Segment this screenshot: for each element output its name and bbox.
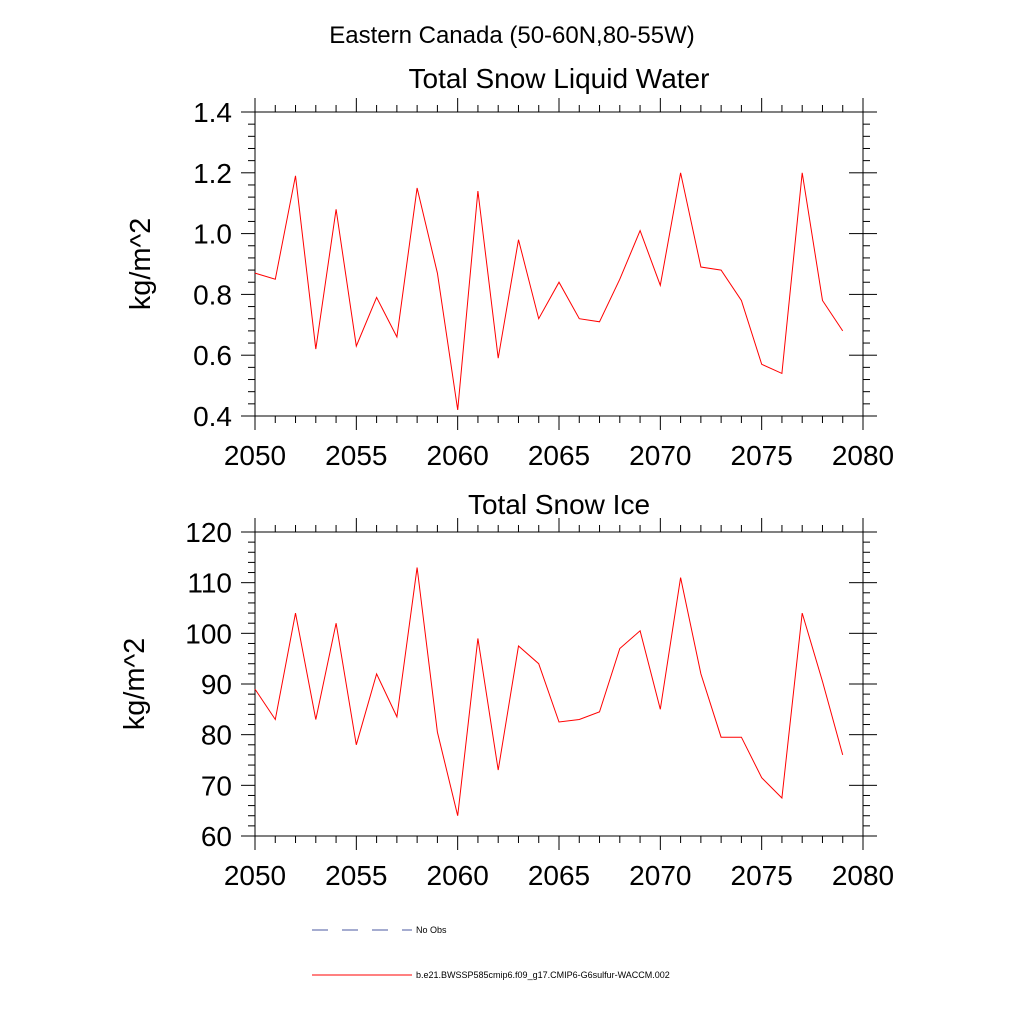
x-tick-label: 2050 — [224, 860, 286, 891]
y-axis-label-snow-ice: kg/m^2 — [119, 638, 151, 731]
series-line-snow-liquid-water — [254, 172, 844, 410]
axes-snow-ice: 2050 2055 2060 2065 2070 2075 2080 60 70 80 90 100 1… — [185, 517, 894, 891]
figure-title: Eastern Canada (50-60N,80-55W) — [329, 22, 695, 49]
x-tick-label: 2065 — [528, 860, 590, 891]
y-tick-label: 60 — [201, 821, 232, 852]
y-tick-label: 1.0 — [193, 219, 232, 250]
x-tick-label: 2055 — [325, 440, 387, 471]
y-tick-label: 70 — [201, 770, 232, 801]
plot-frame-snow-liquid-water — [254, 111, 864, 417]
legend: No Obs b.e21.BWSSP585cmip6.f09_g17.CMIP6… — [312, 925, 670, 980]
y-tick-label: 80 — [201, 720, 232, 751]
panel-snow-liquid-water: Total Snow Liquid Water 2050 2055 2060 2065… — [125, 63, 894, 471]
y-tick-label: 0.6 — [193, 340, 232, 371]
x-tick-label: 2055 — [325, 860, 387, 891]
x-tick-label: 2070 — [629, 440, 691, 471]
x-tick-label: 2075 — [731, 440, 793, 471]
x-tick-label: 2065 — [528, 440, 590, 471]
y-axis-label-snow-liquid-water: kg/m^2 — [125, 218, 157, 311]
panel-title-snow-ice: Total Snow Ice — [468, 489, 650, 520]
x-tick-label: 2080 — [832, 860, 894, 891]
series-line-snow-ice — [254, 567, 844, 816]
x-tick-label: 2070 — [629, 860, 691, 891]
panel-title-snow-liquid-water: Total Snow Liquid Water — [409, 63, 710, 94]
x-tick-label: 2075 — [731, 860, 793, 891]
x-tick-label: 2050 — [224, 440, 286, 471]
y-tick-label: 90 — [201, 669, 232, 700]
legend-label-no-obs: No Obs — [416, 925, 447, 935]
panel-snow-ice: Total Snow Ice 2050 2055 2060 2065 2070 2075 2… — [119, 489, 894, 891]
x-tick-label: 2080 — [832, 440, 894, 471]
y-tick-label: 0.8 — [193, 279, 232, 310]
y-tick-label: 1.2 — [193, 158, 232, 189]
legend-label-model-run: b.e21.BWSSP585cmip6.f09_g17.CMIP6-G6sulf… — [416, 970, 670, 980]
x-tick-label: 2060 — [427, 860, 489, 891]
y-tick-label: 100 — [185, 618, 232, 649]
y-tick-label: 0.4 — [193, 401, 232, 432]
y-tick-label: 110 — [187, 568, 232, 599]
axes-snow-liquid-water: 2050 2055 2060 2065 2070 2075 2080 0.4 0.6 0.8 1.0… — [193, 97, 894, 471]
x-tick-label: 2060 — [427, 440, 489, 471]
y-tick-label: 120 — [185, 517, 232, 548]
y-tick-label: 1.4 — [193, 97, 232, 128]
